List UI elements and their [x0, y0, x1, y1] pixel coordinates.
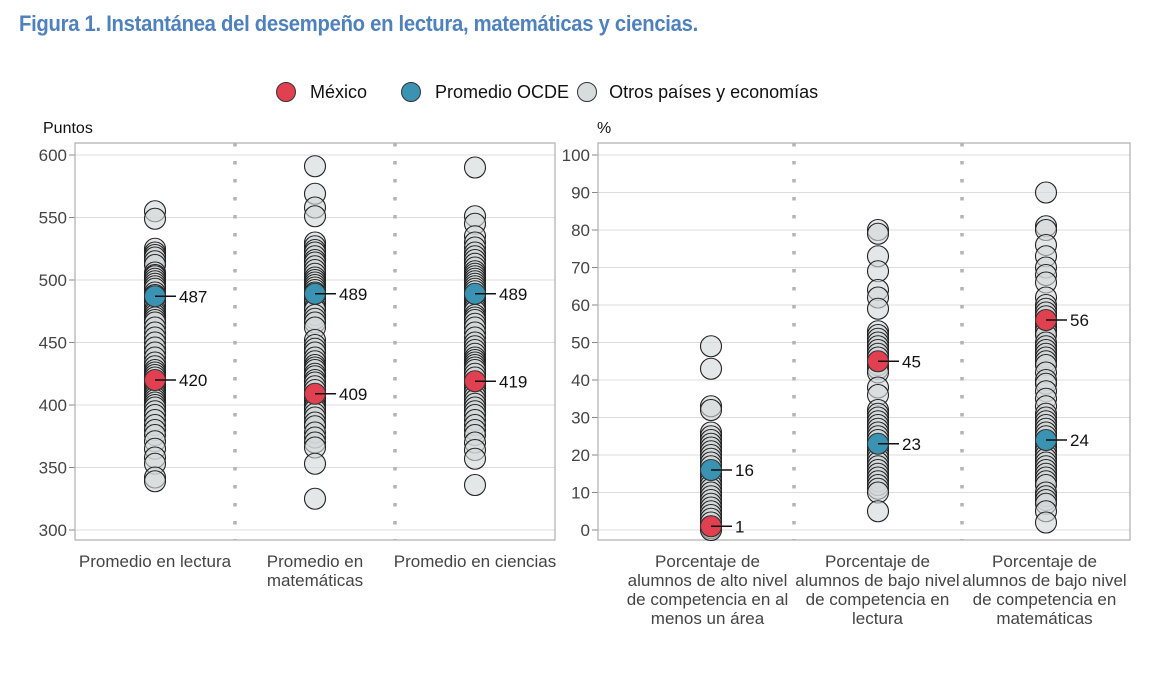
y-tick-label: 30: [571, 409, 590, 428]
y-tick-label: 90: [571, 184, 590, 203]
x-category-label: Porcentaje de alumnos de alto nivel de c…: [626, 552, 789, 628]
data-label-mexico: 1: [735, 517, 744, 536]
data-label-ocde: 487: [179, 287, 207, 306]
data-point-other-country: [303, 205, 327, 228]
data-label-ocde: 16: [735, 461, 754, 480]
data-label-mexico: 409: [339, 385, 367, 404]
legend: México Promedio OCDE Otros países y econ…: [276, 79, 826, 105]
data-point-other-country: [699, 357, 723, 380]
data-point-other-country: [866, 500, 890, 523]
x-category-label: Promedio en lectura: [78, 552, 232, 571]
legend-item-ocde: Promedio OCDE: [401, 82, 569, 103]
data-label-ocde: 489: [339, 285, 367, 304]
x-category-label: Promedio en matemáticas: [266, 552, 364, 590]
legend-label-mexico: México: [310, 81, 368, 102]
right-panel: 0 10 20 30 40 50 60 70 80 90 100 16 23 24 1 45 56: [562, 142, 1131, 542]
plot-frame: [597, 142, 1131, 541]
data-point-other-country: [866, 260, 890, 283]
x-category-label: Porcentaje de alumnos de bajo nivel de c…: [795, 552, 960, 628]
plot-frame: [74, 142, 556, 541]
y-tick-label: 300: [39, 521, 67, 540]
data-label-ocde: 489: [499, 285, 527, 304]
data-label-mexico: 419: [499, 372, 527, 391]
figure-title: Figura 1. Instantánea del desempeño en l…: [19, 11, 698, 36]
y-tick-label: 500: [39, 271, 67, 290]
data-point-other-country: [143, 470, 167, 493]
y-tick-label: 40: [571, 371, 590, 390]
legend-label-other: Otros países y economías: [609, 81, 819, 102]
y-tick-label: 550: [39, 209, 67, 228]
data-point-other-country: [699, 398, 723, 422]
data-point-other-country: [699, 335, 723, 358]
data-label-mexico: 56: [1070, 311, 1089, 330]
x-category-label: Promedio en ciencias: [393, 552, 557, 571]
y-tick-label: 60: [571, 296, 590, 315]
data-point-other-country: [866, 297, 890, 320]
y-tick-label: 0: [581, 521, 590, 540]
legend-marker-other: [577, 82, 598, 102]
left-panel: 300 350 400 450 500 550 600 487 489 489 420 409 419: [39, 142, 556, 541]
right-y-axis-title: %: [597, 120, 612, 137]
data-point-other-country: [866, 481, 890, 504]
y-tick-label: 600: [39, 146, 67, 165]
y-tick-label: 450: [39, 334, 67, 353]
data-point-other-country: [866, 222, 890, 245]
data-point-other-country: [143, 207, 167, 230]
data-label-ocde: 24: [1070, 431, 1089, 450]
y-tick-label: 20: [571, 446, 590, 465]
x-category-label: Porcentaje de alumnos de bajo nivel de c…: [962, 552, 1127, 628]
legend-item-mexico: México: [276, 82, 367, 103]
data-label-mexico: 420: [179, 371, 207, 390]
legend-marker-ocde: [401, 82, 422, 102]
data-point-other-country: [463, 156, 487, 179]
y-tick-label: 70: [571, 259, 590, 278]
data-point-other-country: [463, 447, 487, 470]
y-tick-label: 50: [571, 334, 590, 353]
legend-item-other: Otros países y economías: [577, 82, 818, 103]
y-tick-label: 400: [39, 396, 67, 415]
left-y-axis-title: Puntos: [43, 120, 93, 137]
data-point-other-country: [1034, 181, 1058, 204]
data-point-other-country: [303, 155, 327, 178]
data-point-other-country: [303, 452, 327, 475]
data-label-ocde: 23: [902, 435, 921, 454]
y-tick-label: 100: [562, 146, 590, 165]
data-point-other-country: [303, 487, 327, 510]
y-tick-label: 80: [571, 221, 590, 240]
y-tick-label: 10: [571, 484, 590, 503]
y-tick-label: 350: [39, 459, 67, 478]
data-point-other-country: [1034, 511, 1058, 534]
legend-label-ocde: Promedio OCDE: [435, 81, 570, 102]
legend-marker-mexico: [276, 82, 296, 102]
data-point-other-country: [463, 473, 487, 497]
data-label-mexico: 45: [902, 352, 921, 371]
